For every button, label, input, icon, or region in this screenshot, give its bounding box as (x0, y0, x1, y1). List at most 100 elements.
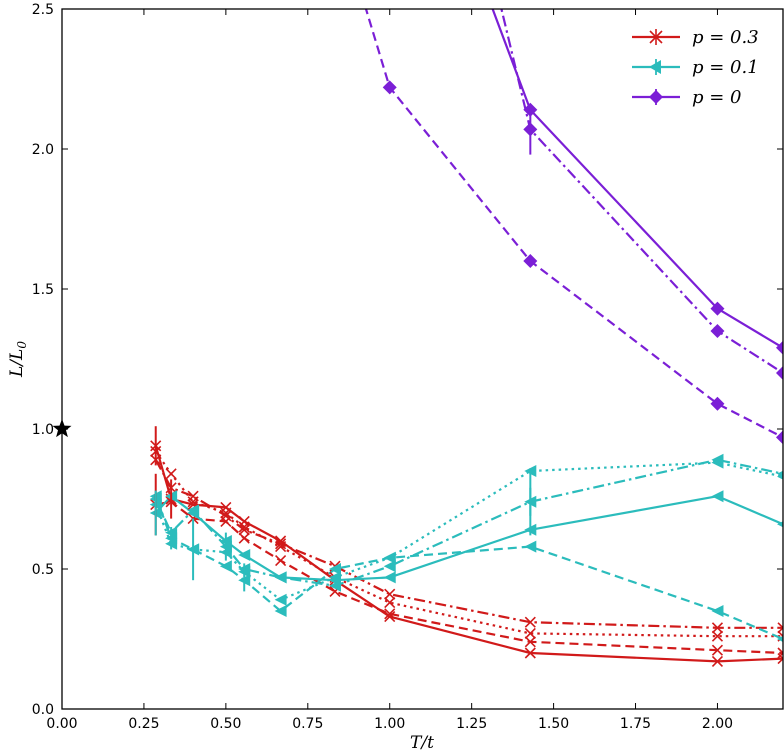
data-point-stroke (777, 657, 783, 665)
legend-entry-p03: p = 0.3 (632, 27, 759, 48)
data-point (710, 301, 725, 316)
y-axis-label-subscript: 0 (15, 341, 29, 349)
data-point-stroke (711, 655, 724, 667)
data-point (524, 540, 537, 553)
data-point-stroke (238, 524, 250, 536)
data-point (524, 627, 536, 639)
data-point (383, 551, 396, 564)
data-point-stroke (384, 608, 396, 620)
data-point-stroke (777, 651, 783, 659)
x-tick-label: 0.25 (128, 716, 159, 732)
data-point-stroke (384, 597, 396, 609)
data-point (777, 622, 783, 634)
marker-layer (149, 80, 783, 667)
data-point (238, 515, 250, 527)
data-point (384, 588, 396, 600)
legend-label-p01: p = 0.1 (692, 57, 759, 78)
data-point-stroke (275, 541, 287, 553)
data-point-stroke (524, 647, 536, 659)
data-point (777, 470, 783, 477)
data-point (711, 622, 724, 634)
y-axis-label: L/L0 (7, 341, 29, 378)
data-point-stroke (777, 630, 783, 638)
data-point (711, 655, 724, 667)
data-point-stroke (777, 622, 783, 629)
legend-entry-p01: p = 0.1 (632, 57, 759, 78)
y-tick-label: 2.5 (32, 2, 54, 18)
data-point (274, 593, 287, 606)
data-point (220, 507, 232, 519)
data-point-stroke (384, 611, 396, 623)
data-point (383, 571, 396, 584)
data-point (238, 532, 250, 544)
data-point (220, 510, 232, 522)
data-point (165, 468, 177, 480)
data-point (711, 630, 724, 642)
data-point (384, 611, 396, 623)
data-point-stroke (777, 647, 783, 655)
series-line (491, 9, 783, 349)
data-point-stroke (524, 636, 536, 648)
x-tick-label: 1.75 (620, 716, 651, 732)
data-point-stroke (711, 630, 724, 642)
x-tick-label: 1.50 (538, 716, 569, 732)
data-point-stroke (384, 588, 396, 600)
y-axis-label-main: L/L (7, 349, 27, 378)
reference-layer (52, 419, 72, 438)
data-point (776, 430, 783, 445)
data-point (711, 453, 724, 466)
data-point (219, 560, 232, 573)
data-point-stroke (777, 626, 783, 634)
y-tick-label: 0.5 (32, 562, 54, 578)
data-point (238, 521, 250, 533)
data-point (328, 571, 341, 584)
data-point (383, 560, 396, 573)
series-line (154, 450, 783, 638)
data-point-stroke (187, 490, 199, 502)
y-tick-label: 1.0 (32, 422, 54, 438)
y-tick-label: 0.0 (32, 702, 54, 718)
data-point-stroke (220, 510, 232, 522)
data-point-stroke (187, 499, 199, 511)
data-point (524, 647, 536, 659)
data-point (524, 616, 536, 628)
x-axis-label: T/t (410, 733, 434, 753)
data-point (711, 605, 724, 617)
data-point (274, 571, 287, 584)
legend-entry-p0: p = 0 (632, 87, 742, 108)
legend-marker-p0 (649, 90, 663, 104)
legend-label-p03: p = 0.3 (692, 27, 759, 48)
x-tick-label: 0.75 (292, 716, 323, 732)
data-point (777, 521, 783, 528)
data-point (777, 636, 783, 642)
data-point (275, 538, 287, 550)
legend-label-p0: p = 0 (692, 87, 742, 108)
data-point (384, 608, 396, 620)
y-tick-label: 1.5 (32, 282, 54, 298)
data-point (382, 80, 397, 95)
data-point (187, 504, 200, 517)
data-point (275, 555, 287, 567)
data-point (187, 490, 199, 502)
data-point (776, 366, 783, 380)
data-point (524, 636, 536, 648)
data-point (328, 563, 341, 575)
x-tick-label: 2.00 (702, 716, 733, 732)
plot-frame (61, 8, 784, 710)
x-tick-label: 1.00 (374, 716, 405, 732)
data-point (776, 340, 783, 355)
data-point (711, 490, 724, 503)
data-point (384, 597, 396, 609)
data-point (274, 605, 287, 617)
data-point (238, 524, 250, 536)
series-line (154, 459, 783, 629)
legend-marker-p01 (649, 60, 661, 74)
data-point (238, 549, 251, 561)
x-tick-label: 0.50 (210, 716, 241, 732)
data-point (710, 324, 725, 338)
data-point-stroke (524, 616, 536, 628)
data-point-stroke (275, 538, 287, 550)
data-point-stroke (165, 468, 177, 480)
series-line (500, 9, 783, 374)
